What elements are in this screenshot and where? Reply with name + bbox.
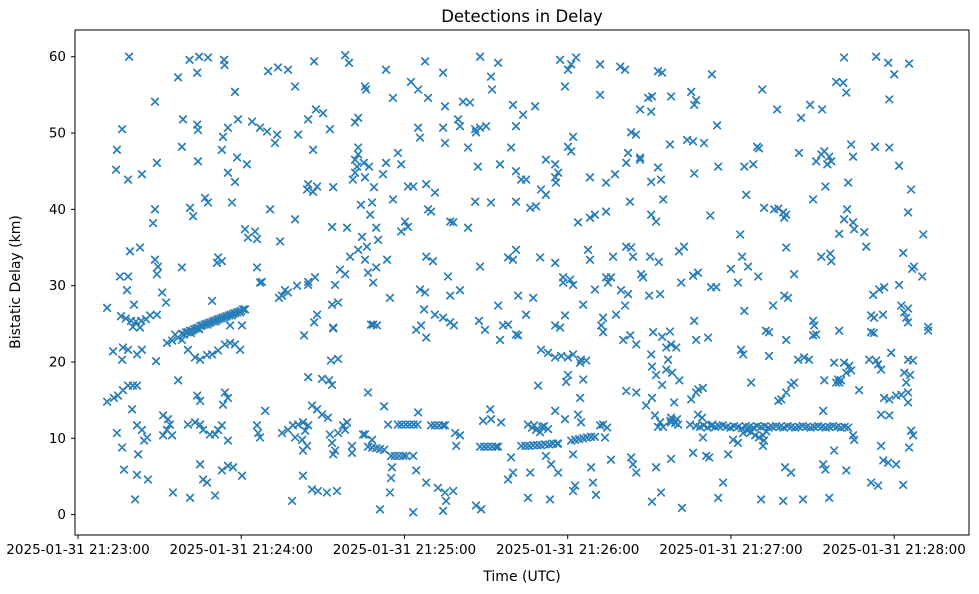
x-axis-ticks: 2025-01-31 21:23:00 2025-01-31 21:24:00 20… [6,535,966,558]
x-tick-label: 2025-01-31 21:23:00 [6,542,149,558]
x-tick-label: 2025-01-31 21:26:00 [496,542,639,558]
y-axis-label: Bistatic Delay (km) [8,215,24,349]
chart-title: Detections in Delay [441,7,603,26]
plot-area-border [74,29,970,536]
x-tick-label: 2025-01-31 21:28:00 [822,542,965,558]
x-tick-label: 2025-01-31 21:25:00 [333,542,476,558]
x-axis-label: Time (UTC) [482,569,560,585]
y-tick-label: 60 [49,49,66,65]
y-tick-label: 30 [49,278,66,294]
y-tick-label: 10 [49,431,66,447]
x-tick-label: 2025-01-31 21:24:00 [170,542,313,558]
x-tick-label: 2025-01-31 21:27:00 [659,542,802,558]
y-axis-ticks: 0 10 20 30 40 50 60 [49,49,75,523]
y-tick-label: 50 [49,126,66,142]
data-points [102,51,933,517]
y-tick-label: 20 [49,354,66,370]
scatter-x-markers [102,51,933,517]
y-tick-label: 40 [49,202,66,218]
y-tick-label: 0 [57,507,66,523]
